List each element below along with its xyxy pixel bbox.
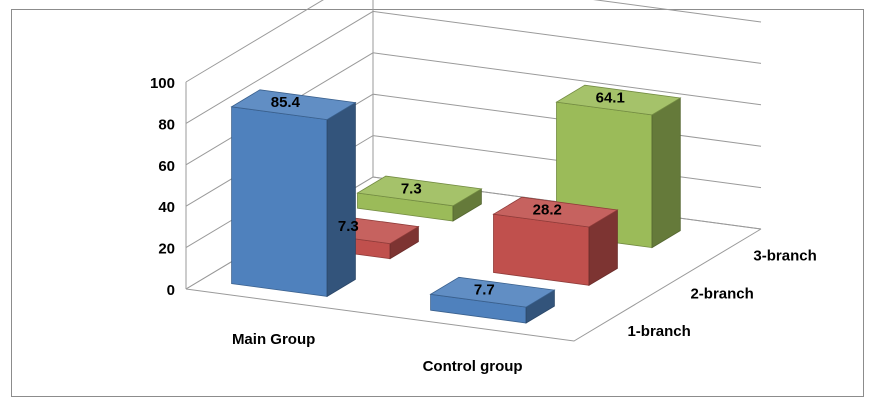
data-label: 28.2 [533, 202, 562, 219]
depth-series-label: 1-branch [627, 323, 690, 340]
y-tick-label: 0 [167, 282, 175, 299]
chart-bars [230, 84, 682, 324]
data-label: 64.1 [596, 90, 625, 107]
data-label: 7.3 [401, 180, 422, 197]
bar [492, 196, 619, 287]
data-label: 85.4 [271, 94, 301, 111]
y-tick-label: 20 [158, 241, 175, 258]
bar-top-face [492, 196, 619, 228]
x-category-label: Control group [423, 358, 523, 375]
x-category-label: Main Group [232, 331, 315, 348]
y-tick-label: 60 [158, 158, 175, 175]
bar-top-face [356, 175, 483, 207]
bar [230, 89, 357, 298]
data-label: 7.3 [338, 218, 359, 235]
bar-top-face [429, 276, 556, 308]
bar-top-face [230, 89, 357, 121]
y-tick-label: 80 [158, 116, 175, 133]
chart-frame [11, 9, 864, 397]
chart-labels: 0 20 40 60 80 100 Main Group Control group 1-bra… [150, 75, 817, 375]
depth-series-label: 3-branch [753, 248, 816, 265]
y-tick-label: 100 [150, 75, 175, 92]
floor-front-edges [185, 228, 762, 342]
bar-side-face [326, 101, 356, 298]
depth-series-label: 2-branch [690, 285, 753, 302]
bar-side-face [651, 97, 681, 249]
gridline [185, 0, 762, 83]
y-tick-label: 40 [158, 199, 175, 216]
bar-top-face [555, 84, 682, 116]
data-label: 7.7 [474, 282, 495, 299]
bar-front-face [231, 106, 328, 297]
bar [356, 175, 483, 222]
bar [429, 276, 556, 324]
